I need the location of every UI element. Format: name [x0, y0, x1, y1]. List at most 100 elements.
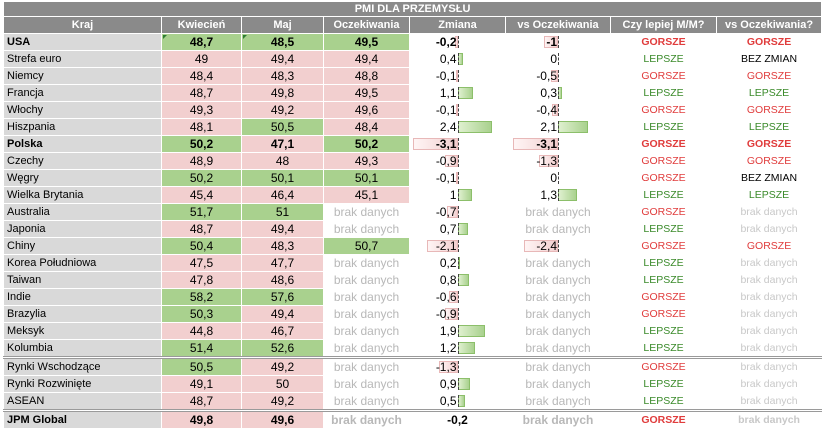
row-vs-expectations[interactable]: brak danych	[505, 220, 611, 238]
header-better-mm[interactable]: Czy lepiej M/M?	[610, 16, 717, 34]
row-change[interactable]: 0,5	[409, 392, 506, 411]
row-vs-expectations[interactable]: brak danych	[505, 203, 611, 221]
row-may[interactable]: 48,3	[241, 67, 324, 85]
row-may[interactable]: 52,6	[241, 339, 324, 358]
header-may[interactable]: Maj	[241, 16, 324, 34]
row-vs-expectations[interactable]: 1,3	[505, 186, 611, 204]
row-vs-expectations[interactable]: -0,5	[505, 67, 611, 85]
row-expectations[interactable]: brak danych	[323, 305, 410, 323]
row-april[interactable]: 50,3	[161, 305, 242, 323]
row-expectations[interactable]: brak danych	[323, 339, 410, 358]
row-may[interactable]: 47,1	[241, 135, 324, 153]
row-change[interactable]: 0,4	[409, 50, 506, 68]
row-vs-expectations[interactable]: -0,4	[505, 101, 611, 119]
row-vs-expectations[interactable]: 0	[505, 169, 611, 187]
row-change[interactable]: -1,3	[409, 356, 506, 376]
row-april[interactable]: 45,4	[161, 186, 242, 204]
row-vs-expectations[interactable]: brak danych	[505, 288, 611, 306]
row-april[interactable]: 48,1	[161, 118, 242, 136]
row-change[interactable]: 2,4	[409, 118, 506, 136]
row-change[interactable]: -2,1	[409, 237, 506, 255]
row-may[interactable]: 51	[241, 203, 324, 221]
row-expectations[interactable]: brak danych	[323, 375, 410, 393]
row-april[interactable]: 49,8	[161, 409, 242, 429]
row-april[interactable]: 50,2	[161, 169, 242, 187]
row-expectations[interactable]: brak danych	[323, 220, 410, 238]
row-vs-expectations[interactable]: 2,1	[505, 118, 611, 136]
row-april[interactable]: 44,8	[161, 322, 242, 340]
row-expectations[interactable]: brak danych	[323, 254, 410, 272]
row-april[interactable]: 47,8	[161, 271, 242, 289]
row-may[interactable]: 49,4	[241, 50, 324, 68]
row-may[interactable]: 46,4	[241, 186, 324, 204]
row-april[interactable]: 48,9	[161, 152, 242, 170]
row-may[interactable]: 46,7	[241, 322, 324, 340]
row-expectations[interactable]: 45,1	[323, 186, 410, 204]
row-vs-expectations[interactable]: -3,1	[505, 135, 611, 153]
row-may[interactable]: 49,2	[241, 101, 324, 119]
header-change[interactable]: Zmiana	[409, 16, 506, 34]
row-april[interactable]: 48,7	[161, 220, 242, 238]
row-change[interactable]: -0,1	[409, 67, 506, 85]
row-vs-expectations[interactable]: brak danych	[505, 254, 611, 272]
row-april[interactable]: 49,3	[161, 101, 242, 119]
row-expectations[interactable]: 49,5	[323, 33, 410, 51]
header-vs-expectations-verdict[interactable]: vs Oczekiwania?	[715, 16, 823, 34]
row-april[interactable]: 48,7	[161, 84, 242, 102]
row-change[interactable]: 0,8	[409, 271, 506, 289]
row-change[interactable]: -0,1	[409, 101, 506, 119]
row-change[interactable]: 0,7	[409, 220, 506, 238]
row-may[interactable]: 47,7	[241, 254, 324, 272]
row-expectations[interactable]: 50,7	[323, 237, 410, 255]
row-expectations[interactable]: 49,6	[323, 101, 410, 119]
row-april[interactable]: 51,4	[161, 339, 242, 358]
row-may[interactable]: 49,2	[241, 356, 324, 376]
row-expectations[interactable]: 49,3	[323, 152, 410, 170]
row-change[interactable]: 1,1	[409, 84, 506, 102]
row-april[interactable]: 51,7	[161, 203, 242, 221]
row-april[interactable]: 47,5	[161, 254, 242, 272]
row-april[interactable]: 48,7	[161, 33, 242, 51]
header-vs-expectations[interactable]: vs Oczekiwania	[505, 16, 611, 34]
row-expectations[interactable]: 49,4	[323, 50, 410, 68]
row-vs-expectations[interactable]: brak danych	[505, 392, 611, 411]
row-change[interactable]: 0,2	[409, 254, 506, 272]
row-expectations[interactable]: 48,4	[323, 118, 410, 136]
row-vs-expectations[interactable]: 0	[505, 50, 611, 68]
row-change[interactable]: -0,2	[409, 409, 506, 429]
row-vs-expectations[interactable]: -1,3	[505, 152, 611, 170]
row-expectations[interactable]: 48,8	[323, 67, 410, 85]
row-may[interactable]: 48	[241, 152, 324, 170]
row-april[interactable]: 58,2	[161, 288, 242, 306]
row-may[interactable]: 50	[241, 375, 324, 393]
row-change[interactable]: -0,2	[409, 33, 506, 51]
row-may[interactable]: 49,2	[241, 392, 324, 411]
row-vs-expectations[interactable]: -1	[505, 33, 611, 51]
row-expectations[interactable]: brak danych	[323, 288, 410, 306]
row-expectations[interactable]: 50,1	[323, 169, 410, 187]
header-expectations[interactable]: Oczekiwania	[323, 16, 410, 34]
row-vs-expectations[interactable]: brak danych	[505, 375, 611, 393]
row-change[interactable]: -3,1	[409, 135, 506, 153]
header-april[interactable]: Kwiecień	[161, 16, 242, 34]
row-change[interactable]: 1,9	[409, 322, 506, 340]
row-april[interactable]: 48,4	[161, 67, 242, 85]
row-change[interactable]: -0,1	[409, 169, 506, 187]
row-april[interactable]: 50,2	[161, 135, 242, 153]
row-vs-expectations[interactable]: -2,4	[505, 237, 611, 255]
row-may[interactable]: 49,4	[241, 305, 324, 323]
row-vs-expectations[interactable]: brak danych	[505, 271, 611, 289]
row-may[interactable]: 49,8	[241, 84, 324, 102]
row-may[interactable]: 50,1	[241, 169, 324, 187]
row-may[interactable]: 48,5	[241, 33, 324, 51]
header-country[interactable]: Kraj	[3, 16, 162, 34]
row-may[interactable]: 49,4	[241, 220, 324, 238]
row-vs-expectations[interactable]: brak danych	[505, 305, 611, 323]
row-may[interactable]: 50,5	[241, 118, 324, 136]
row-vs-expectations[interactable]: brak danych	[505, 322, 611, 340]
row-may[interactable]: 48,3	[241, 237, 324, 255]
row-may[interactable]: 49,6	[241, 409, 324, 429]
row-may[interactable]: 48,6	[241, 271, 324, 289]
row-expectations[interactable]: brak danych	[323, 409, 410, 429]
row-vs-expectations[interactable]: brak danych	[505, 409, 611, 429]
